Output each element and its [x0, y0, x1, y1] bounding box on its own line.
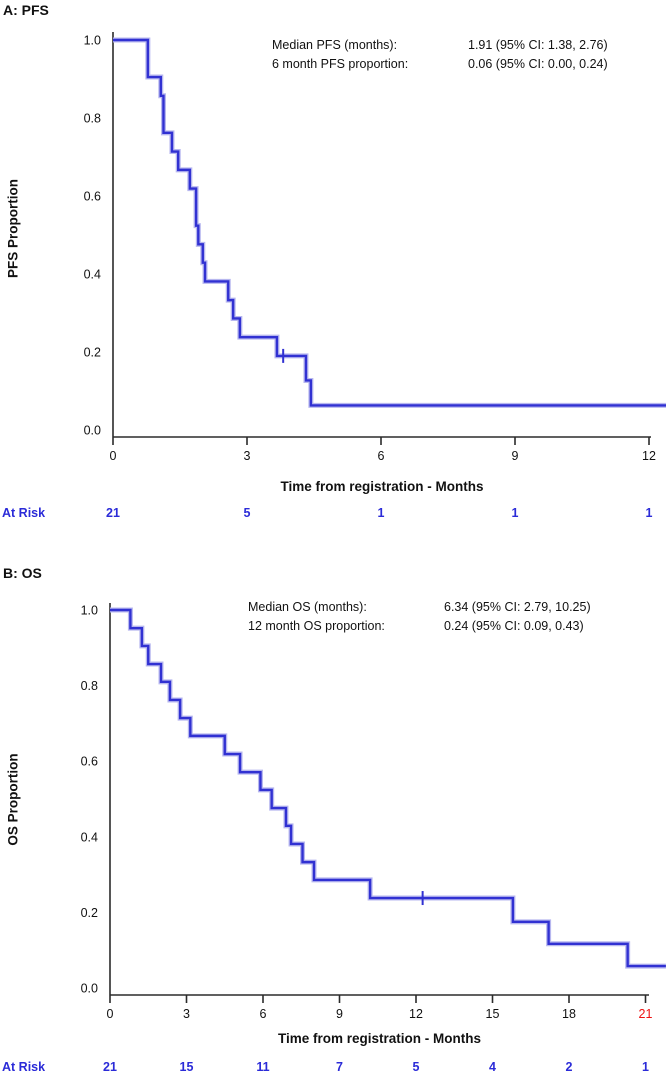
- pfs-median-value: 1.91 (95% CI: 1.38, 2.76): [468, 38, 608, 52]
- os-at-risk-row: At Risk 21 15 11 7 5 4 2 1: [0, 1060, 666, 1078]
- os-at-risk-count: 15: [179, 1060, 194, 1074]
- pfs-at-risk-count: 21: [106, 506, 120, 520]
- os-median-row: Median OS (months): 6.34 (95% CI: 2.79, …: [0, 598, 666, 617]
- pfs-at-risk-count: 5: [243, 506, 251, 520]
- os-x-tick-label: 15: [486, 1007, 500, 1021]
- pfs-median-label: Median PFS (months):: [272, 38, 398, 52]
- os-y-tick-label: 0.0: [81, 982, 98, 996]
- os-y-tick-label: 0.6: [81, 755, 98, 769]
- os-x-tick-label: 3: [183, 1007, 190, 1021]
- os-12mo-value: 0.24 (95% CI: 0.09, 0.43): [444, 619, 584, 633]
- pfs-at-risk-count: 1: [377, 506, 385, 520]
- os-at-risk-count: 2: [565, 1060, 573, 1074]
- os-x-axis-title: Time from registration - Months: [277, 1031, 481, 1046]
- pfs-x-tick-label: 9: [512, 449, 519, 463]
- os-plot-svg: 0 3 6 9 12 15 18 21 1.0 0.8 0.6 0.4 0.2 0.0: [81, 603, 666, 1021]
- pfs-chart: A: PFS PFS Proportion 0 3 6 9 12 1.0 0.8 0.6 0.4…: [0, 0, 666, 540]
- pfs-x-tick-label: 0: [110, 449, 117, 463]
- os-at-risk-count: 5: [412, 1060, 420, 1074]
- os-12mo-row: 12 month OS proportion: 0.24 (95% CI: 0.…: [0, 617, 666, 636]
- pfs-x-axis-title: Time from registration - Months: [280, 479, 484, 494]
- pfs-6mo-row: 6 month PFS proportion: 0.06 (95% CI: 0.…: [0, 55, 666, 74]
- os-x-tick-label: 21: [639, 1007, 653, 1021]
- os-y-tick-label: 0.8: [81, 679, 98, 693]
- pfs-x-tick-label: 6: [378, 449, 385, 463]
- pfs-y-tick-label: 0.0: [84, 424, 101, 438]
- pfs-at-risk-count: 1: [511, 506, 519, 520]
- os-x-tick-label: 6: [260, 1007, 267, 1021]
- pfs-x-tick-label: 3: [244, 449, 251, 463]
- os-at-risk-label: At Risk: [2, 1060, 46, 1074]
- os-at-risk-count: 1: [642, 1060, 649, 1074]
- pfs-6mo-value: 0.06 (95% CI: 0.00, 0.24): [468, 57, 608, 71]
- os-x-tick-label: 9: [336, 1007, 343, 1021]
- pfs-y-tick-label: 0.4: [84, 268, 101, 282]
- pfs-x-tick-label: 12: [642, 449, 656, 463]
- os-x-tick-label: 18: [562, 1007, 576, 1021]
- os-chart: B: OS OS Proportion 0 3 6 9 12 15 18 21 1.0 0.8 0.…: [0, 557, 666, 1082]
- os-x-tick-label: 0: [107, 1007, 114, 1021]
- pfs-panel-title: A: PFS: [3, 2, 49, 18]
- pfs-at-risk-label: At Risk: [2, 506, 46, 520]
- pfs-y-tick-label: 0.8: [84, 112, 101, 126]
- os-at-risk-count: 7: [336, 1060, 343, 1074]
- pfs-median-row: Median PFS (months): 1.91 (95% CI: 1.38,…: [0, 36, 666, 55]
- pfs-plot-svg: 0 3 6 9 12 1.0 0.8 0.6 0.4 0.2 0.0: [84, 32, 666, 463]
- os-panel-title: B: OS: [3, 565, 42, 581]
- pfs-at-risk-count: 1: [645, 506, 653, 520]
- os-at-risk-count: 21: [103, 1060, 117, 1074]
- pfs-at-risk-row: At Risk 21 5 1 1 1: [0, 506, 666, 524]
- pfs-stats-annotation: Median PFS (months): 1.91 (95% CI: 1.38,…: [0, 36, 666, 74]
- os-x-tick-label: 12: [409, 1007, 423, 1021]
- os-12mo-label: 12 month OS proportion:: [248, 619, 385, 633]
- os-y-tick-label: 0.2: [81, 906, 98, 920]
- pfs-y-tick-label: 1.0: [84, 34, 101, 48]
- os-at-risk-count: 11: [256, 1060, 270, 1074]
- pfs-6mo-label: 6 month PFS proportion:: [272, 57, 409, 71]
- os-km-curve: [110, 608, 666, 968]
- os-y-tick-label: 0.4: [81, 830, 98, 844]
- pfs-y-tick-label: 0.6: [84, 190, 101, 204]
- os-median-value: 6.34 (95% CI: 2.79, 10.25): [444, 600, 591, 614]
- os-stats-annotation: Median OS (months): 6.34 (95% CI: 2.79, …: [0, 598, 666, 636]
- os-km-curve-halo: [110, 607, 666, 969]
- os-at-risk-count: 4: [489, 1060, 496, 1074]
- pfs-y-tick-label: 0.2: [84, 346, 101, 360]
- pfs-km-curve: [113, 38, 666, 407]
- os-y-tick-label: 1.0: [81, 604, 98, 618]
- os-median-label: Median OS (months):: [248, 600, 367, 614]
